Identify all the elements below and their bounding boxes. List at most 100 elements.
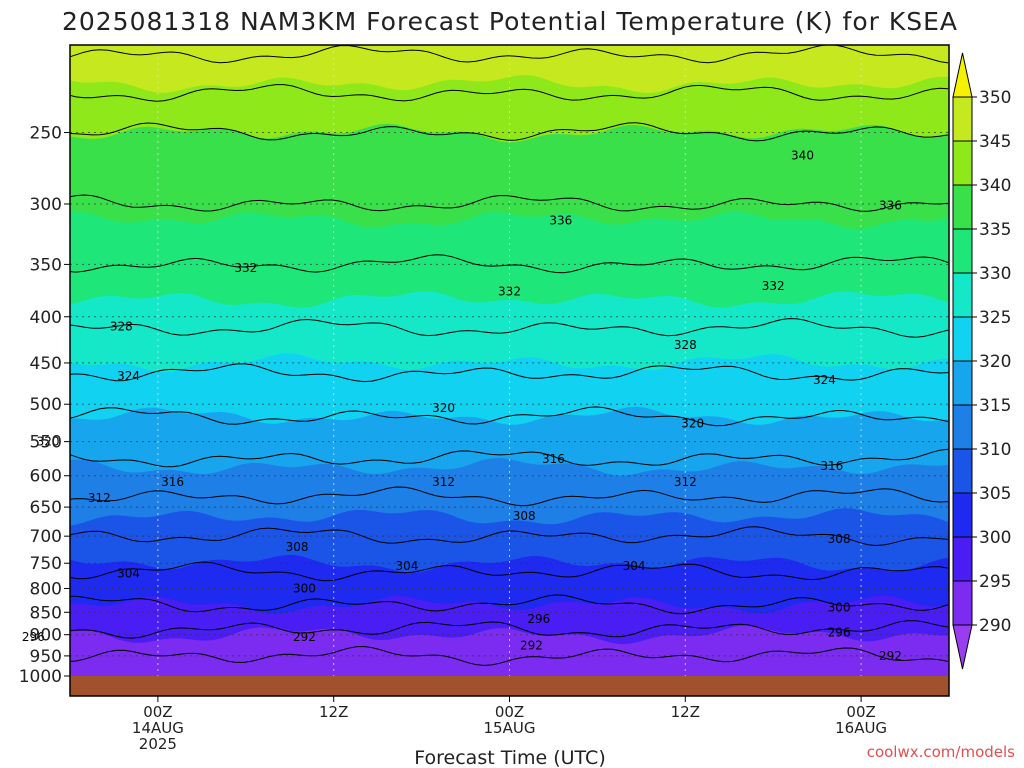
colorbar-swatch-305 (952, 448, 973, 494)
contour-308 (70, 526, 949, 547)
contour-label-316: 316 (542, 452, 565, 466)
y-tick-label-500: 500 (30, 395, 62, 415)
contour-label-332: 332 (234, 261, 257, 275)
colorbar-label-325: 325 (979, 308, 1011, 328)
contour-label-292: 292 (293, 630, 316, 644)
contour-336 (70, 194, 949, 212)
y-tick-label-950: 950 (30, 647, 62, 667)
credit-text: coolwx.com/models (867, 743, 1015, 761)
contour-label-300: 300 (828, 601, 851, 615)
y-tick-label-700: 700 (30, 527, 62, 547)
contour-label-312: 312 (432, 475, 455, 489)
contour-label-316: 316 (161, 475, 184, 489)
band-345 (70, 45, 949, 93)
contour-344 (70, 84, 949, 102)
contour-label-320: 320 (37, 435, 60, 449)
theta-color-bands (70, 45, 949, 696)
contour-328 (70, 318, 949, 338)
contour-label-332: 332 (498, 284, 521, 298)
grid-lines (70, 45, 949, 676)
contour-304 (70, 561, 949, 582)
contour-label-336: 336 (879, 198, 902, 212)
contour-label-308: 308 (828, 532, 851, 546)
x-tick-label-6-1: 14AUG (132, 719, 184, 737)
contour-label-332: 332 (762, 279, 785, 293)
contour-316 (70, 448, 949, 468)
x-tick-label-30-0: 00Z (495, 703, 524, 721)
colorbar-swatch-310 (952, 404, 973, 450)
contour-label-308: 308 (286, 540, 309, 554)
colorbar-swatch-335 (952, 184, 973, 230)
y-tick-label-350: 350 (30, 255, 62, 275)
y-tick-label-450: 450 (30, 354, 62, 374)
colorbar-swatch-325 (952, 272, 973, 318)
y-tick-label-650: 650 (30, 498, 62, 518)
contour-label-292: 292 (520, 638, 543, 652)
y-tick-label-300: 300 (30, 195, 62, 215)
y-tick-label-250: 250 (30, 123, 62, 143)
y-tick-label-400: 400 (30, 308, 62, 328)
colorbar-swatch-290 (952, 580, 973, 626)
contour-label-296: 296 (22, 630, 45, 644)
colorbar-label-295: 295 (979, 572, 1011, 592)
colorbar-swatch-295 (952, 536, 973, 582)
contour-324 (70, 363, 949, 383)
colorbar-label-330: 330 (979, 264, 1011, 284)
contour-296 (70, 620, 949, 639)
contour-label-296: 296 (527, 612, 550, 626)
contour-332 (70, 254, 949, 274)
contour-label-320: 320 (681, 416, 704, 430)
contour-292 (70, 645, 949, 666)
y-tick-label-1000: 1000 (19, 667, 62, 687)
contour-label-300: 300 (293, 582, 316, 596)
contour-labels: 296 292 292 292 296 296 300 300 304 304 304 308 308 3… (22, 148, 902, 663)
colorbar-swatch-315 (952, 360, 973, 406)
contour-300 (70, 594, 949, 615)
contour-label-340: 340 (791, 148, 814, 162)
colorbar-swatch-345 (952, 96, 973, 142)
contour-312 (70, 486, 949, 507)
x-tick-label-6-0: 00Z (143, 703, 172, 721)
contour-label-316: 316 (820, 459, 843, 473)
x-tick-label-6-2: 2025 (139, 735, 177, 753)
colorbar-label-320: 320 (979, 352, 1011, 372)
contour-label-312: 312 (674, 475, 697, 489)
colorbar-over-arrow (952, 52, 973, 98)
x-axis-label: Forecast Time (UTC) (414, 747, 605, 768)
colorbar-under-arrow (952, 624, 973, 670)
ground-surface (70, 676, 949, 696)
contour-348 (70, 45, 949, 64)
contour-label-324: 324 (813, 373, 836, 387)
x-tick-label-42-0: 12Z (671, 703, 700, 721)
y-tick-label-800: 800 (30, 580, 62, 600)
contour-320 (70, 406, 949, 427)
x-tick-label-18-0: 12Z (319, 703, 348, 721)
contour-label-328: 328 (674, 338, 697, 352)
y-tick-label-900: 900 (30, 626, 62, 646)
colorbar-label-350: 350 (979, 88, 1011, 108)
y-tick-label-750: 750 (30, 554, 62, 574)
contour-label-328: 328 (110, 319, 133, 333)
colorbar: 290 295 300 305 310 315 320 325 330 335 340 345 350 (952, 52, 1011, 670)
colorbar-label-340: 340 (979, 176, 1011, 196)
colorbar-label-335: 335 (979, 220, 1011, 240)
y-tick-label-600: 600 (30, 467, 62, 487)
colorbar-label-290: 290 (979, 616, 1011, 636)
colorbar-swatch-340 (952, 140, 973, 186)
chart-title: 2025081318 NAM3KM Forecast Potential Tem… (62, 7, 958, 36)
contour-label-296: 296 (828, 626, 851, 640)
x-tick-label-54-1: 16AUG (835, 719, 887, 737)
colorbar-swatch-320 (952, 316, 973, 362)
colorbar-label-310: 310 (979, 440, 1011, 460)
y-axis: 250 300 350 400 450 500 550 600 650 700 750 800 850 9… (19, 123, 70, 687)
contour-label-304: 304 (623, 559, 646, 573)
contour-label-320: 320 (432, 401, 455, 415)
colorbar-label-300: 300 (979, 528, 1011, 548)
colorbar-label-345: 345 (979, 132, 1011, 152)
contour-label-304: 304 (395, 559, 418, 573)
y-tick-label-850: 850 (30, 603, 62, 623)
x-tick-label-54-0: 00Z (846, 703, 875, 721)
colorbar-label-305: 305 (979, 484, 1011, 504)
